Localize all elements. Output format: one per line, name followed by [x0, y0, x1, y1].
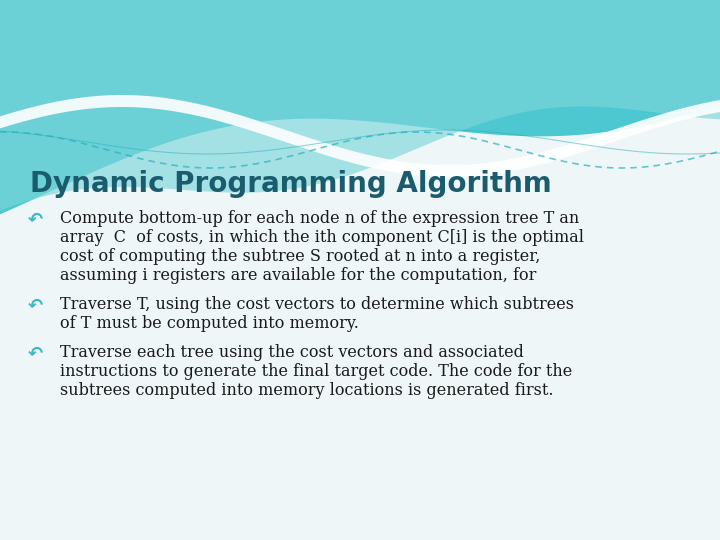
- Polygon shape: [0, 0, 720, 211]
- Text: of T must be computed into memory.: of T must be computed into memory.: [60, 315, 359, 332]
- Text: assuming i registers are available for the computation, for: assuming i registers are available for t…: [60, 267, 536, 284]
- Text: instructions to generate the final target code. The code for the: instructions to generate the final targe…: [60, 363, 572, 380]
- Text: array  C  of costs, in which the ith component C[i] is the optimal: array C of costs, in which the ith compo…: [60, 229, 584, 246]
- Text: subtrees computed into memory locations is generated first.: subtrees computed into memory locations …: [60, 382, 554, 399]
- Text: ↶: ↶: [28, 344, 43, 362]
- Text: Dynamic Programming Algorithm: Dynamic Programming Algorithm: [30, 170, 552, 198]
- Text: Compute bottom-up for each node n of the expression tree T an: Compute bottom-up for each node n of the…: [60, 210, 580, 227]
- Text: Traverse T, using the cost vectors to determine which subtrees: Traverse T, using the cost vectors to de…: [60, 296, 574, 313]
- Text: ↶: ↶: [28, 296, 43, 314]
- Polygon shape: [0, 0, 720, 214]
- Text: cost of computing the subtree S rooted at n into a register,: cost of computing the subtree S rooted a…: [60, 248, 541, 265]
- Polygon shape: [0, 95, 720, 177]
- Text: ↶: ↶: [28, 210, 43, 228]
- Text: Traverse each tree using the cost vectors and associated: Traverse each tree using the cost vector…: [60, 344, 524, 361]
